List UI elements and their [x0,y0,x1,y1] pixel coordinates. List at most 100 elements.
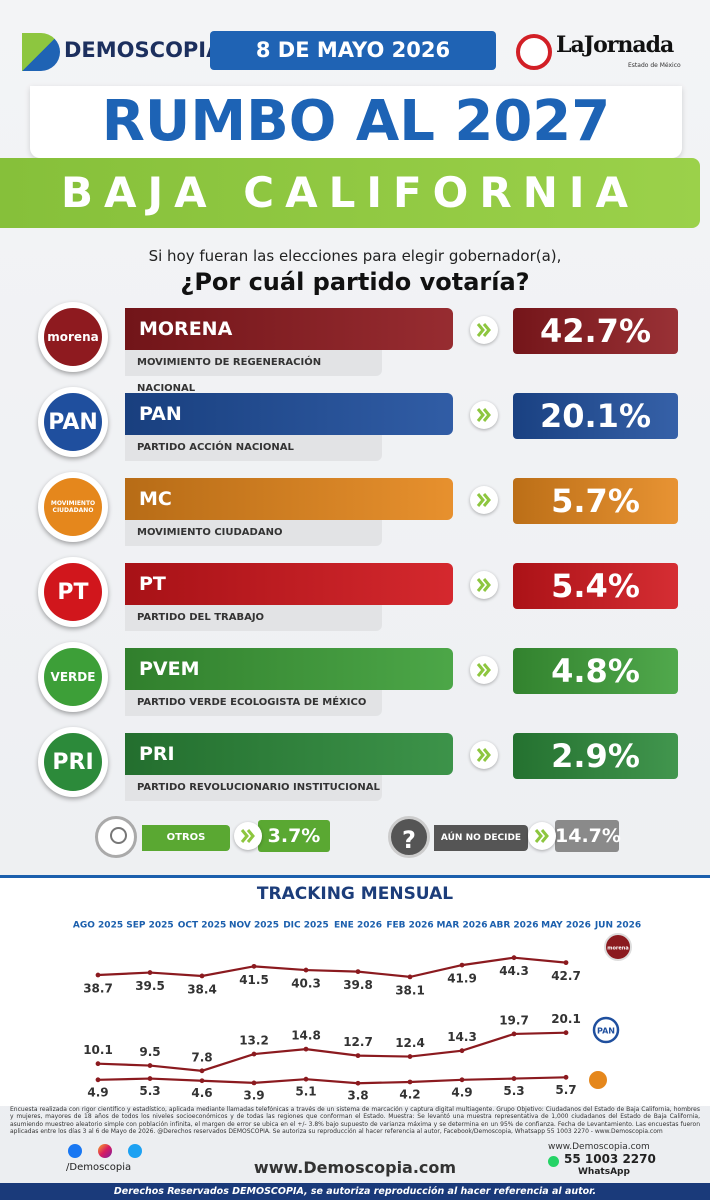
x-tick-label: AGO 2025 [73,921,123,931]
subtitle-band: BAJA CALIFORNIA [0,158,700,228]
party-result: 42.7% [513,308,678,354]
rights-bar: Derechos Reservados DEMOSCOPIA, se autor… [0,1183,710,1200]
data-label: 4.2 [399,1087,420,1101]
series-point [459,962,465,968]
data-label: 5.3 [503,1084,524,1098]
phone-label: WhatsApp [578,1167,630,1177]
chevron [234,822,262,850]
x-tick-label: MAR 2026 [436,921,487,931]
data-label: 5.3 [139,1084,160,1098]
legend-logo [589,1071,607,1089]
data-label: 5.1 [295,1085,316,1099]
data-label: 12.7 [343,1035,373,1049]
chevron-arrows [476,493,491,507]
partner-name: LaJornada [556,32,674,58]
question-line: Si hoy fueran las elecciones para elegir… [148,247,562,265]
party-logo-text: VERDE [44,648,102,706]
chevron [470,656,498,684]
data-label: 40.3 [291,977,321,991]
chevron [470,316,498,344]
party-name: PAN [125,393,453,435]
series-point [407,1054,413,1059]
party-full-name: PARTIDO ACCIÓN NACIONAL [125,435,382,461]
data-label: 41.5 [239,973,269,987]
series-point [355,1080,361,1086]
party-name: MC [125,478,453,520]
chevron [470,571,498,599]
series-point [511,955,517,961]
x-tick-label: OCT 2025 [178,921,227,931]
data-label: 39.5 [135,979,165,993]
brand-name: DEMOSCOPIA [64,38,223,62]
series-point [407,974,413,980]
series-point [303,1076,309,1082]
instagram-icon [98,1144,112,1158]
legend-logo [604,933,632,961]
party-result: 5.4% [513,563,678,609]
series-point [459,1048,465,1054]
legend-label: morena [607,946,628,952]
website: www.Demoscopia.com [253,1158,457,1177]
data-label: 4.9 [451,1085,472,1099]
series-point [95,1077,101,1083]
party-logo-text: PRI [44,733,102,791]
data-label: 12.4 [395,1036,425,1050]
data-label: 3.8 [347,1089,368,1103]
phone: 55 1003 2270 [564,1152,656,1166]
chevron [470,401,498,429]
party-logo: PRI [38,727,108,797]
chevron [470,741,498,769]
others-result: 3.7% [258,820,330,852]
series-point [511,1076,517,1081]
series-point [459,1077,465,1083]
brand-mark [22,33,60,71]
series-line [97,1076,567,1085]
x-tick-label: ENE 2026 [334,921,382,931]
undecided-result: 14.7% [555,820,621,852]
x-tick-label: ABR 2026 [490,921,539,931]
series-point [199,1068,205,1074]
party-logo: morena [38,302,108,372]
series-point [563,1074,569,1080]
party-name: PT [125,563,453,605]
data-label: 14.3 [447,1030,477,1044]
party-full-name: PARTIDO VERDE ECOLOGISTA DE MÉXICO [125,690,382,716]
question-title: ¿Por cuál partido votaría? [180,268,530,296]
series-point [355,969,361,975]
data-label: 41.9 [447,972,477,986]
data-label: 38.1 [395,983,425,997]
data-label: 7.8 [191,1050,212,1064]
series-point [303,967,309,973]
series-line [97,956,567,979]
party-logo: VERDE [38,642,108,712]
series-point [355,1053,361,1059]
series-point [147,1076,153,1081]
chevron-arrows [476,663,491,677]
chevron [470,486,498,514]
party-logo-text: PAN [44,393,102,451]
whatsapp-icon [548,1156,559,1167]
undecided-label: AÚN NO DECIDE [434,825,528,851]
party-result: 20.1% [513,393,678,439]
disclaimer: Encuesta realizada con rigor científico … [10,1106,700,1136]
data-label: 13.2 [239,1034,269,1048]
chevron-arrows [476,748,491,762]
tracking-band [0,875,710,878]
party-logo-text: PT [44,563,102,621]
party-logo: PAN [38,387,108,457]
x-tick-label: SEP 2025 [126,921,173,931]
title-box: RUMBO AL 2027 [30,86,682,158]
data-label: 39.8 [343,978,373,992]
partner-mark [516,34,552,70]
data-label: 9.5 [139,1045,160,1059]
series-point [147,1063,153,1068]
party-logo: MOVIMIENTO CIUDADANO [38,472,108,542]
party-logo-text: MOVIMIENTO CIUDADANO [44,478,102,536]
data-label: 42.7 [551,969,581,983]
party-name: MORENA [125,308,453,350]
x-tick-label: DIC 2025 [283,921,329,931]
chevron [528,822,556,850]
series-point [303,1046,309,1052]
